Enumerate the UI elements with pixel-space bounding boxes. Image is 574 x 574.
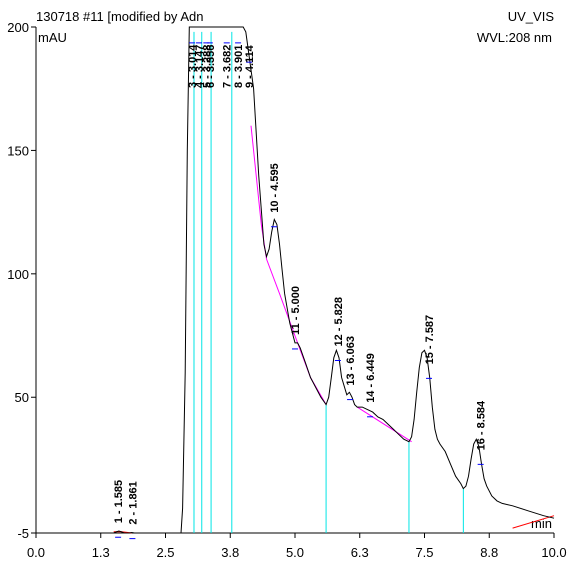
baseline-segment-2 [356, 406, 412, 443]
peak-label-16: 16 - 8.584 [476, 400, 488, 450]
wavelength-label: WVL:208 nm [477, 30, 552, 45]
chromatogram-trace [36, 26, 555, 534]
peak-label-1: 1 - 1.585 [113, 480, 125, 523]
axes: 0.0 1.3 2.5 3.8 5.0 6.3 7.5 8.8 10.0 200 150 100 50 -… [7, 20, 566, 560]
peak-delimiters [193, 31, 464, 533]
peak-label-15: 15 - 7.587 [424, 315, 436, 365]
peak-label-7: 7 - 3.682 [222, 45, 234, 88]
peak-label-9: 9 - 4.114 [244, 44, 256, 88]
peak-label-2: 2 - 1.861 [127, 481, 139, 524]
x-tick-label-2: 1.3 [92, 545, 110, 560]
x-tick-label-9: 10.0 [541, 545, 566, 560]
chart-title: 130718 #11 [modified by Adn [36, 9, 203, 24]
x-tick-label-7: 7.5 [415, 545, 433, 560]
trace-layer [36, 26, 555, 534]
x-tick-label-1: 0.0 [27, 545, 45, 560]
baseline-segment-4 [512, 515, 555, 529]
y-axis-label: mAU [38, 30, 67, 45]
peak-label-4: 4 - 3.147 [194, 45, 206, 88]
y-tick-label-1: 200 [7, 20, 29, 35]
y-tick-label-2: 150 [7, 143, 29, 158]
peak-label-6: 6 - 3.356 [205, 45, 217, 88]
peak-label-3: 3 - 3.014 [187, 44, 199, 88]
y-tick-label-4: 50 [15, 390, 29, 405]
x-tick-label-3: 2.5 [156, 545, 174, 560]
x-axis-label: min [531, 516, 552, 531]
peak-label-11: 11 - 5.000 [290, 286, 302, 335]
peak-label-12: 12 - 5.828 [333, 297, 345, 347]
peak-label-13: 13 - 6.063 [345, 336, 357, 386]
x-tick-label-5: 5.0 [286, 545, 304, 560]
baseline-segment-1 [250, 125, 327, 405]
peak-label-8: 8 - 3.901 [233, 45, 245, 88]
y-tick-label-5: -5 [17, 526, 29, 541]
peak-label-5: 5 - 3.288 [201, 45, 213, 88]
x-tick-label-6: 6.3 [351, 545, 369, 560]
x-tick-label-8: 8.8 [480, 545, 498, 560]
peak-label-14: 14 - 6.449 [365, 353, 377, 403]
peak-label-10: 10 - 4.595 [269, 163, 281, 213]
y-tick-label-3: 100 [7, 267, 29, 282]
x-tick-label-4: 3.8 [221, 545, 239, 560]
plot-frame [35, 27, 554, 534]
detector-label: UV_VIS [508, 9, 555, 24]
